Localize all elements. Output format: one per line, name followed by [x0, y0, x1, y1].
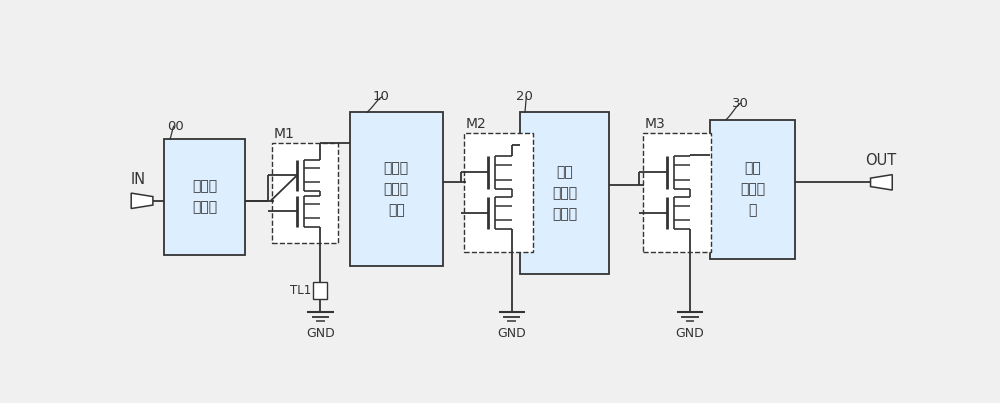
Text: GND: GND: [497, 327, 526, 340]
Text: 第二
级间匹
配电路: 第二 级间匹 配电路: [552, 166, 577, 221]
Bar: [643, 133, 711, 252]
Bar: [520, 112, 609, 274]
Bar: [350, 112, 443, 266]
Text: GND: GND: [676, 327, 704, 340]
Text: 第一级
间匹配
电路: 第一级 间匹配 电路: [384, 162, 409, 217]
Text: 输入匹
配电路: 输入匹 配电路: [192, 180, 217, 214]
Text: 输出
匹配电
路: 输出 匹配电 路: [740, 162, 765, 217]
Text: IN: IN: [130, 172, 146, 187]
Text: M1: M1: [274, 127, 295, 141]
Text: GND: GND: [306, 327, 335, 340]
Bar: [313, 283, 327, 299]
Bar: [710, 120, 795, 259]
Text: M3: M3: [644, 117, 665, 131]
Bar: [464, 133, 533, 252]
Text: M2: M2: [466, 117, 487, 131]
Text: 20: 20: [516, 90, 533, 104]
Polygon shape: [131, 193, 153, 208]
Text: 30: 30: [732, 97, 749, 110]
Text: OUT: OUT: [865, 153, 896, 168]
Bar: [272, 143, 338, 243]
Bar: [164, 139, 245, 255]
Polygon shape: [871, 174, 892, 190]
Text: TL1: TL1: [290, 285, 311, 297]
Text: 10: 10: [373, 90, 390, 104]
Text: 00: 00: [168, 120, 184, 133]
